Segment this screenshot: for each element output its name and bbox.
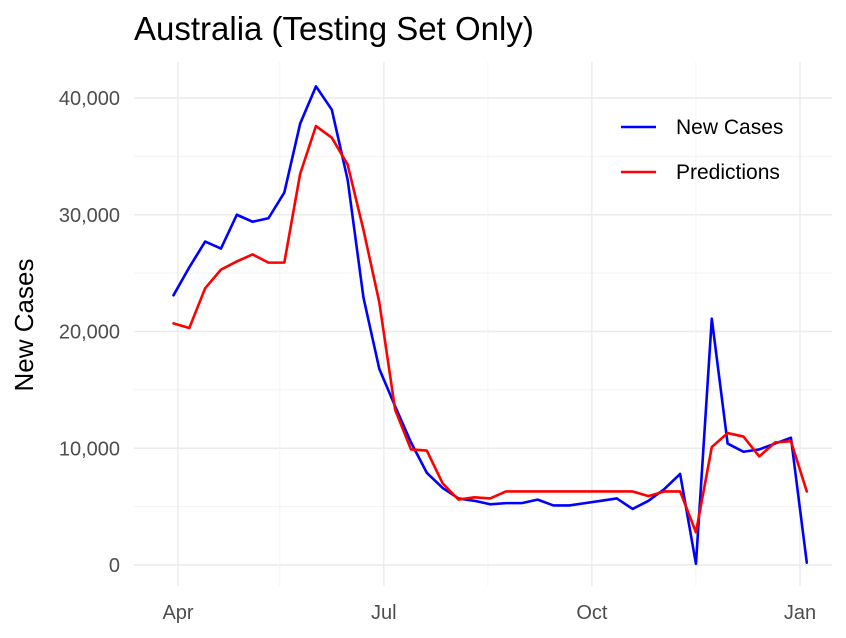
series-line-new-cases: [172, 85, 809, 566]
y-axis-ticks: 0 10,000 20,000 30,000 40,000: [59, 88, 120, 577]
x-tick-label: Jan: [784, 602, 816, 624]
y-tick-label: 0: [109, 555, 120, 577]
plot-panel: [134, 62, 832, 586]
y-axis-label: New Cases: [9, 259, 39, 392]
y-tick-label: 10,000: [59, 438, 120, 460]
legend-label: New Cases: [676, 116, 783, 139]
series-lines: [172, 85, 809, 566]
legend-label: Predictions: [676, 161, 780, 184]
x-axis-ticks: Apr Jul Oct Jan: [162, 602, 816, 624]
chart-title: Australia (Testing Set Only): [134, 10, 534, 47]
x-tick-label: Jul: [371, 602, 397, 624]
series-line-predictions: [172, 124, 809, 534]
y-tick-label: 30,000: [59, 205, 120, 227]
x-tick-label: Oct: [576, 602, 608, 624]
legend: New Cases Predictions: [621, 116, 783, 184]
gridlines: [134, 62, 832, 586]
y-tick-label: 20,000: [59, 322, 120, 344]
x-tick-label: Apr: [162, 602, 193, 624]
y-tick-label: 40,000: [59, 88, 120, 110]
